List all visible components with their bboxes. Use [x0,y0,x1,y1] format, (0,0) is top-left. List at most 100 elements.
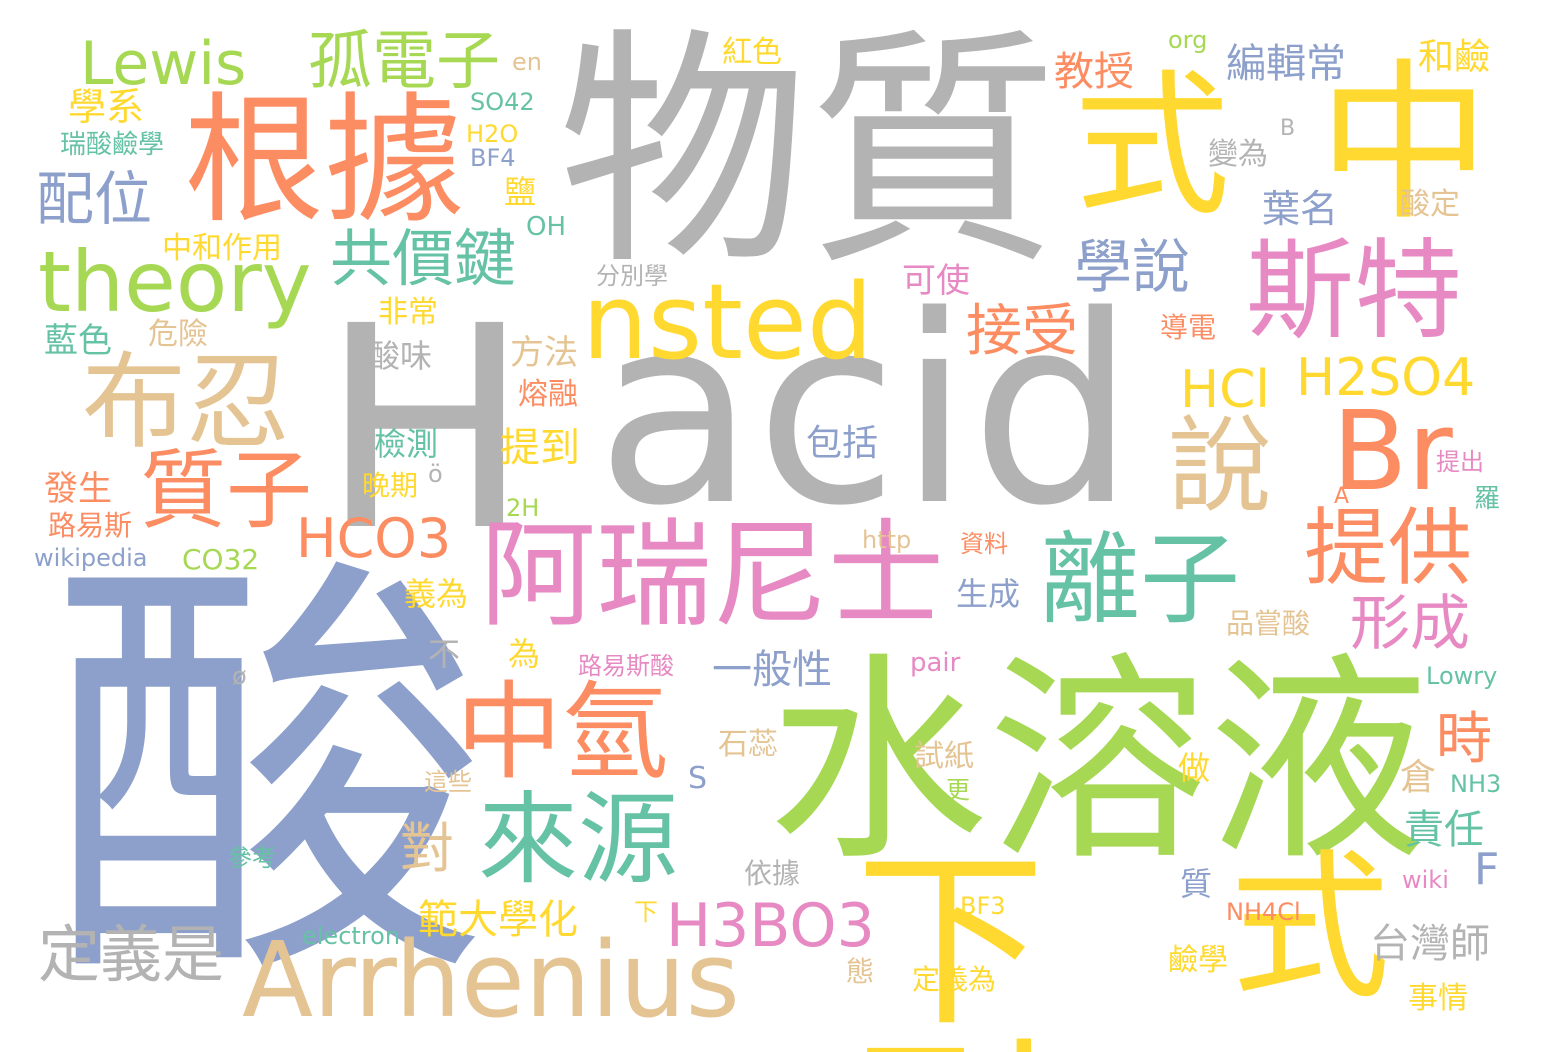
word-gongjiajian: 共價鍵 [330,222,517,295]
word-gudianzi: 孤電子 [308,25,500,99]
word-genju: 根據 [184,80,465,243]
word-lanse: 藍色 [44,321,112,361]
word-zhonghezuoyong: 中和作用 [162,231,282,266]
word-shengcheng: 生成 [956,575,1021,613]
word-lizi: 離子 [1040,521,1240,638]
word-ziliao: 資料 [960,530,1008,558]
word-h2so4: H2SO4 [1296,348,1476,408]
word-daodian: 導電 [1160,311,1217,344]
word-wei: 為 [508,635,541,673]
word-keshi: 可使 [902,261,970,301]
word-luyisi: 路易斯 [48,509,133,542]
word-lewis: Lewis [80,29,247,99]
word-fandaxuehua: 範大學化 [418,897,578,943]
word-bf4: BF4 [470,144,516,172]
word-yeming: 葉名 [1262,187,1339,231]
word-tai: 態 [846,955,875,988]
word-wikipedia: wikipedia [34,544,148,572]
word-taiwanshi: 台灣師 [1370,921,1490,967]
word-acid: acid [596,261,1136,563]
word-electron: electron [302,922,401,950]
word-suanwei: 酸味 [368,337,433,375]
word-shirui: 石蕊 [718,727,778,762]
word-wanqi: 晚期 [362,469,419,502]
word-xialie: 下列 [823,840,1044,1052]
word-zhongqing: 中氫 [456,671,668,794]
word-shi-1: 式 [1230,834,1391,1021]
word-dingyishi: 定義是 [38,918,225,991]
word-cankao: 參考 [228,844,276,872]
word-shiqing: 事情 [1408,981,1468,1016]
word-peiwei: 配位 [36,165,153,233]
word-f: F [1474,844,1500,895]
word-zhexie: 這些 [424,768,472,796]
word-jieshou: 接受 [966,299,1078,364]
word-xingcheng: 形成 [1350,589,1470,659]
word-br: Br [1332,387,1453,515]
word-xuexi: 學系 [68,85,145,129]
word-bianwei: 變為 [1208,137,1268,172]
word-tichu: 提出 [1436,448,1484,476]
word-dingyiwei: 定義為 [912,963,997,996]
word-weixian: 危險 [148,317,208,352]
word-xia: 下 [634,898,658,926]
word-nh4cl: NH4Cl [1226,898,1301,926]
word-jianxue: 鹼學 [1168,943,1228,978]
word-zeren: 責任 [1404,807,1484,853]
word-o-umlaut: ö [428,460,443,488]
word-zhi: 質 [1180,865,1213,903]
word-h2o: H2O [466,120,519,148]
word-pair: pair [910,648,961,678]
word-fenbiexue: 分別學 [596,262,668,290]
word-shi: 時 [1436,707,1492,772]
word-zhizi: 質子 [140,441,312,541]
word-shuo: 說 [1168,405,1273,527]
word-bianjichang: 編輯常 [1226,41,1346,87]
word-wuzhi: 物質 [558,7,1058,298]
word-ruisuanjianxue: 瑞酸鹼學 [60,130,165,160]
word-h3bo3: H3BO3 [666,891,875,961]
word-geng: 更 [946,776,970,804]
word-shizhi: 試紙 [914,739,974,774]
word-hongse: 紅色 [722,35,782,70]
word-tidao: 提到 [500,425,580,471]
word-co32: CO32 [182,543,260,576]
word-hco3: HCO3 [296,507,452,570]
word-dui: 對 [400,817,454,880]
word-jiance: 檢測 [374,425,439,463]
word-zuo: 做 [1178,749,1211,787]
word-nh3: NH3 [1450,770,1502,798]
word-so42: SO42 [470,88,535,116]
word-suanding: 酸定 [1400,187,1460,222]
word-o-slash: ø [232,662,247,690]
word-yibanxing: 一般性 [712,647,832,693]
word-shuirongye: 水溶液 [768,634,1429,890]
word-tigong: 提供 [1304,499,1473,597]
word-hejian: 和鹼 [1418,37,1491,78]
word-yan: 鹽 [504,173,537,211]
word-pinchangsuan: 品嘗酸 [1226,607,1311,640]
word-oh: OH [526,212,567,242]
word-suan: 酸 [48,522,488,1034]
word-arrhenius-zh: 阿瑞尼士 [480,508,944,643]
word-en: en [512,48,542,76]
word-zhong: 中 [1318,43,1490,244]
word-org: org [1168,26,1208,54]
word-lowry: Lowry [1426,662,1498,690]
word-nsted: nsted [582,261,873,383]
word-fasheng: 發生 [44,469,112,509]
word-yiwei: 義為 [404,575,469,613]
word-buren: 布忍 [82,341,291,463]
word-shi-2: 式 [1074,55,1230,237]
word-feichang: 非常 [378,295,438,330]
word-jiaoshou: 教授 [1054,49,1134,95]
word-cang: 倉 [1400,757,1437,798]
word-hcl: HCl [1180,360,1270,420]
word-theory: theory [38,233,312,331]
word-s: S [688,761,708,796]
word-bu: 不 [428,635,461,673]
word-b: B [1280,116,1296,141]
word-site: 斯特 [1246,229,1463,354]
word-laiyuan: 來源 [478,781,678,898]
